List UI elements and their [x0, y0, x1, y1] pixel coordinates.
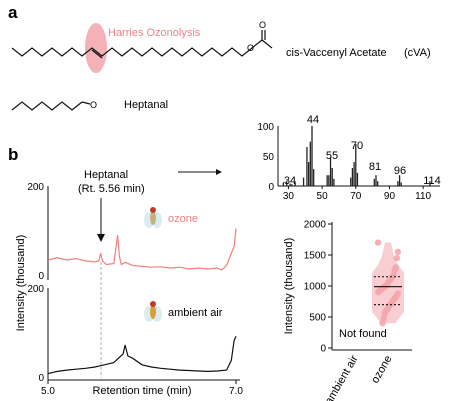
heptanal-name: Heptanal	[124, 99, 168, 111]
ms-y-tick: 0	[268, 182, 274, 193]
fly-icon-ambient	[144, 301, 162, 322]
ms-x-tick-label: 90	[384, 191, 396, 202]
ozone-trace-label: ozone	[168, 213, 198, 225]
violin-y-tick-label: 0	[320, 344, 326, 355]
heptanal-annotation-line1: Heptanal	[84, 169, 128, 181]
ms-x-tick-label: 110	[415, 191, 431, 202]
heptanal-oxygen: O	[90, 100, 97, 110]
violin-y-ticks: 2000 1500 1000 500 0	[304, 220, 332, 355]
ms-peak-label: 70	[351, 140, 363, 152]
violin-y-tick-label: 1500	[304, 251, 327, 262]
ms-x-ticks: 30 50 70 90 110	[283, 186, 432, 202]
x-axis-label: Retention time (min)	[92, 385, 191, 397]
spectrum-arrowhead	[216, 169, 222, 175]
violin-category-label: ambient air	[323, 353, 361, 401]
trace-line	[47, 335, 237, 375]
violin-point	[380, 315, 387, 322]
bottom-y-tick: 0	[38, 373, 44, 384]
ms-peak-label: 96	[394, 165, 406, 177]
oxygen-atom: O	[259, 20, 266, 30]
heptanal-arrowhead	[97, 234, 105, 242]
x-tick-label: 7.0	[229, 386, 243, 397]
violin-point	[394, 248, 402, 256]
violin-y-tick-label: 1000	[304, 282, 327, 293]
ambient-trace-label: ambient air	[168, 307, 223, 319]
violin-point	[379, 320, 386, 327]
ms-x-tick-label: 70	[350, 191, 362, 202]
top-y-tick: 0	[38, 271, 44, 282]
chromatogram-y-label: Intensity (thousand)	[15, 235, 27, 332]
ms-bars	[282, 126, 431, 186]
cva-abbrev: (cVA)	[404, 47, 431, 59]
ms-x-tick-label: 30	[283, 191, 295, 202]
violin-point	[374, 289, 382, 296]
panel-b-label: b	[8, 145, 18, 164]
ms-y-tick: 50	[263, 152, 275, 163]
ms-peak-label: 114	[423, 175, 441, 187]
ozonolysis-highlight	[85, 23, 107, 73]
heptanal-carbonyl	[81, 101, 91, 105]
violin-ozone	[372, 239, 404, 327]
violin-y-label: Intensity (thousand)	[283, 238, 295, 335]
ms-peak-label: 34	[284, 175, 296, 187]
ms-peak-label: 55	[326, 150, 338, 162]
violin-y-tick-label: 2000	[304, 220, 327, 231]
fly-icon-ozone	[144, 207, 162, 228]
cva-name: cis-Vaccenyl Acetate	[286, 47, 387, 59]
ester-oxygen: O	[247, 43, 254, 53]
heptanal-chain	[11, 101, 83, 111]
ms-y-tick: 100	[257, 122, 274, 133]
ms-peak-label: 81	[369, 161, 381, 173]
acetyl-methyl	[261, 39, 273, 49]
panel-a-label: a	[8, 3, 18, 22]
violin-point	[374, 239, 382, 246]
violin-point	[393, 254, 400, 262]
violin-y-tick-label: 500	[309, 313, 326, 324]
x-tick-label: 5.0	[41, 386, 55, 397]
chromatogram-traces	[47, 228, 237, 375]
heptanal-annotation-line2: (Rt. 5.56 min)	[78, 183, 145, 195]
violin-category-label: ozone	[369, 354, 394, 386]
ms-peak-label: 44	[307, 114, 319, 126]
double-bond-line	[91, 49, 103, 59]
ms-x-tick-label: 50	[317, 191, 329, 202]
top-y-tick: 200	[27, 182, 44, 193]
not-found-label: Not found	[339, 328, 387, 340]
reaction-label: Harries Ozonolysis	[108, 27, 201, 39]
trace-line	[47, 228, 237, 271]
bottom-y-tick: 200	[27, 284, 44, 295]
cva-chain	[11, 39, 263, 57]
